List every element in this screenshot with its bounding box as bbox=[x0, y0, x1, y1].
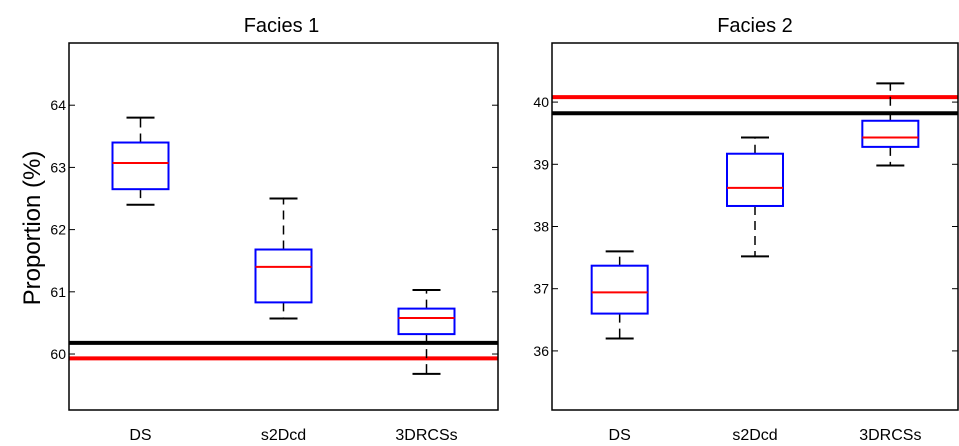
facies-2-panel: Facies 2 36 37 38 39 40 DS s2Dcd 3DRCSs bbox=[533, 15, 959, 444]
facies-2-3drcss-box bbox=[861, 82, 920, 167]
facies-1-ds-iqr-rect bbox=[111, 141, 170, 191]
facies-2-title: Facies 2 bbox=[717, 15, 793, 37]
facies-1-3drcss-iqr-rect bbox=[397, 307, 456, 336]
facies-2-axes-frame bbox=[551, 42, 959, 411]
facies-2-ytick-label-39: 39 bbox=[533, 156, 549, 172]
facies-2-s2dcd-iqr-rect bbox=[726, 152, 784, 207]
facies-1-panel: Facies 1 60 61 62 63 64 DS s2Dcd 3DRCSs bbox=[50, 15, 499, 444]
facies-1-ytick-label-64: 64 bbox=[50, 97, 66, 113]
facies-1-ds-xtick-label: DS bbox=[129, 427, 151, 444]
facies-1-s2dcd-xtick-label: s2Dcd bbox=[261, 427, 306, 444]
facies-2-ytick-label-40: 40 bbox=[533, 94, 549, 110]
facies-1-s2dcd-box bbox=[254, 197, 313, 320]
facies-1-ytick-label-63: 63 bbox=[50, 159, 66, 175]
facies-2-ds-box bbox=[590, 250, 649, 340]
facies-2-s2dcd-xtick-label: s2Dcd bbox=[732, 427, 777, 444]
facies-1-3drcss-box bbox=[397, 288, 456, 375]
facies-2-ds-xtick-label: DS bbox=[609, 427, 631, 444]
facies-1-3drcss-xtick-label: 3DRCSs bbox=[395, 427, 457, 444]
facies-1-ytick-label-62: 62 bbox=[50, 222, 66, 238]
facies-2-ds-iqr-rect bbox=[590, 264, 649, 315]
facies-2-ytick-label-37: 37 bbox=[533, 281, 549, 297]
facies-1-ytick-label-60: 60 bbox=[50, 346, 66, 362]
facies-1-s2dcd-iqr-rect bbox=[254, 248, 313, 304]
facies-2-s2dcd-box bbox=[726, 136, 784, 258]
facies-2-3drcss-iqr-rect bbox=[861, 119, 920, 148]
facies-1-ytick-label-61: 61 bbox=[50, 284, 66, 300]
facies-2-3drcss-xtick-label: 3DRCSs bbox=[859, 427, 921, 444]
facies-1-title: Facies 1 bbox=[244, 15, 320, 37]
y-axis-label: Proportion (%) bbox=[19, 151, 46, 306]
facies-2-ytick-label-36: 36 bbox=[533, 343, 549, 359]
facies-1-ds-box bbox=[111, 116, 170, 206]
facies-2-ytick-label-38: 38 bbox=[533, 219, 549, 235]
facies-1-axes-frame bbox=[68, 42, 499, 411]
